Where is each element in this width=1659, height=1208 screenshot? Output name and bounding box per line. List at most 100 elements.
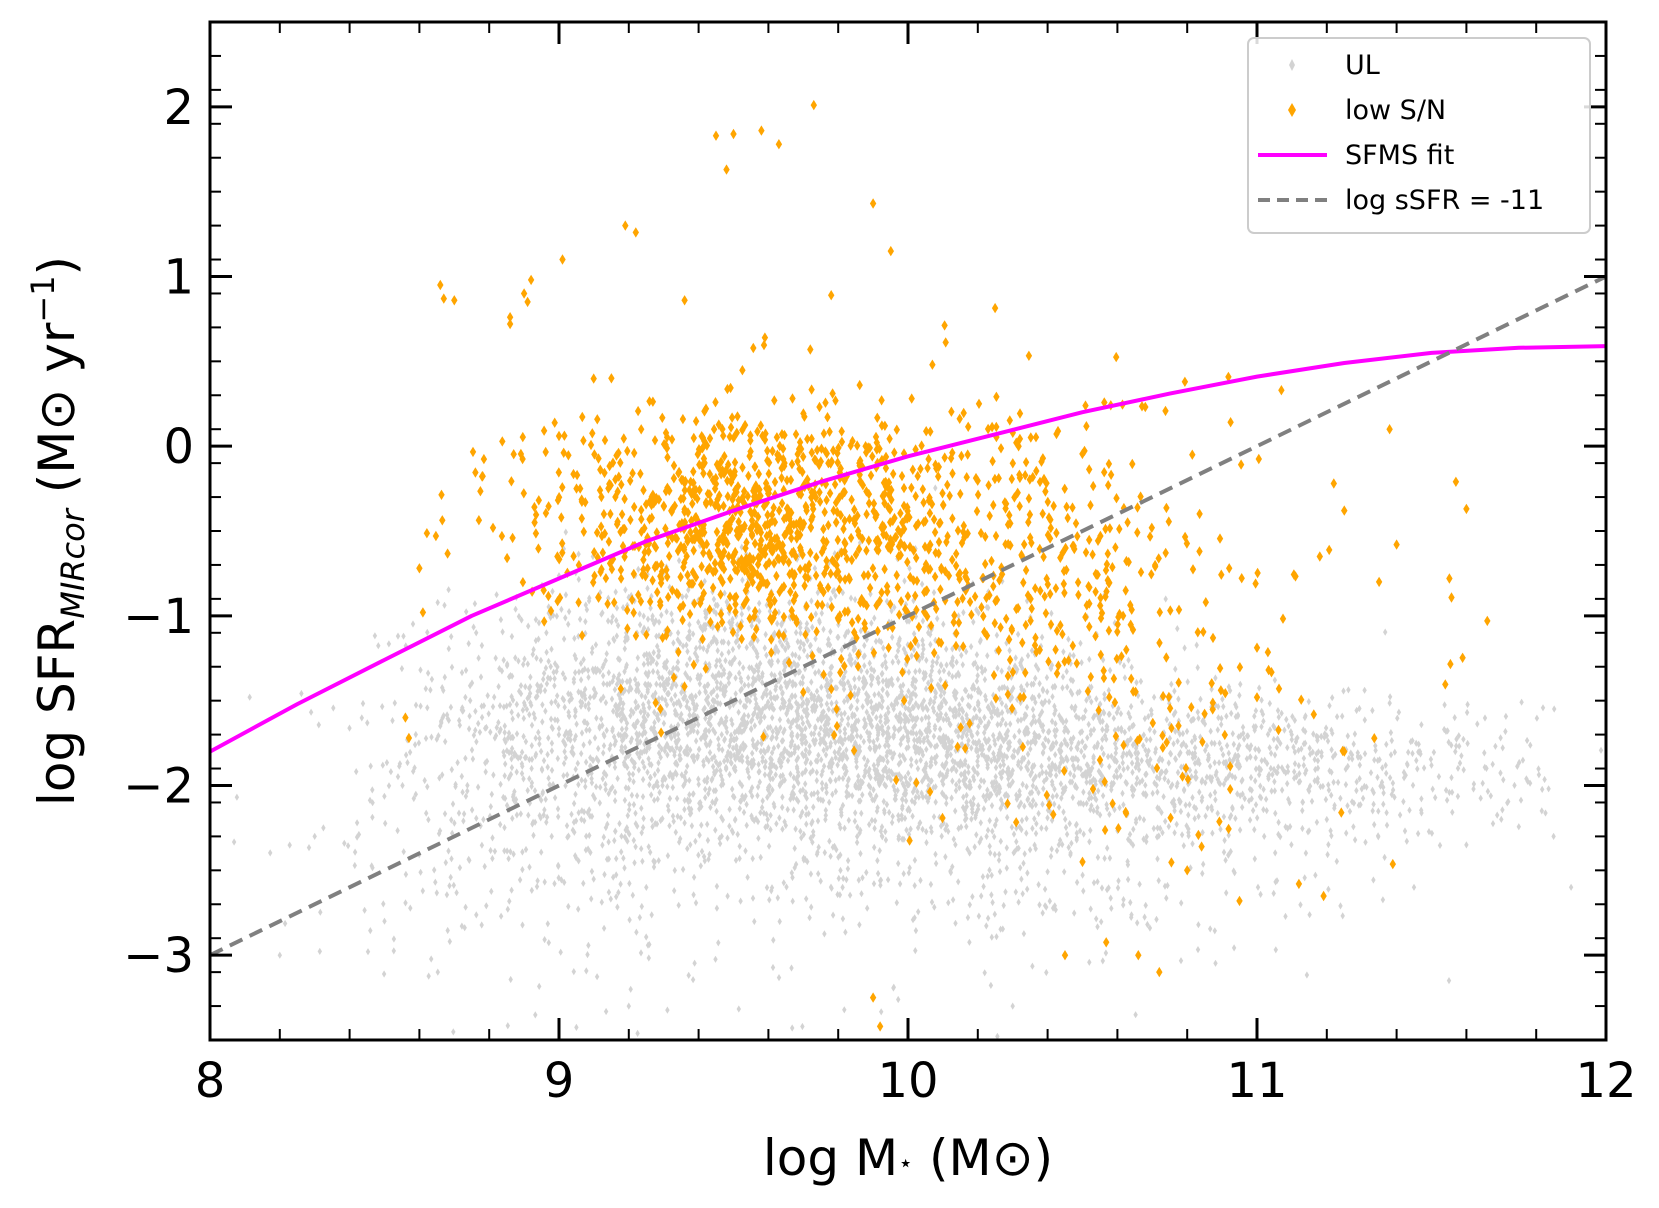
ul-point (1019, 758, 1024, 766)
ul-point (852, 596, 858, 604)
ul-point (1519, 698, 1524, 706)
ul-point (855, 823, 860, 831)
ul-point (435, 968, 440, 976)
ul-point (977, 783, 982, 791)
ul-point (563, 591, 569, 599)
ul-point (811, 736, 816, 745)
ul-point (529, 701, 534, 709)
ul-point (1018, 699, 1023, 707)
ul-point (905, 737, 911, 745)
ul-point (1066, 843, 1071, 851)
ul-point (501, 656, 506, 664)
ul-point (819, 609, 824, 617)
ul-point (698, 672, 703, 680)
ul-point (1200, 717, 1205, 725)
ul-point (1283, 912, 1288, 920)
ul-point (675, 629, 681, 637)
ul-point (1312, 755, 1317, 764)
ul-point (645, 615, 651, 623)
ul-point (463, 693, 468, 701)
ul-point (1349, 751, 1355, 759)
ul-point (840, 589, 845, 597)
ul-point (686, 804, 692, 812)
ul-point (828, 763, 834, 771)
low-sn-point (790, 595, 797, 606)
ul-point (787, 599, 792, 607)
ul-point (548, 781, 553, 789)
ul-point (864, 635, 869, 644)
ul-point (1274, 743, 1279, 751)
ul-point (525, 786, 530, 795)
ul-point (1020, 665, 1025, 673)
ul-point (951, 689, 957, 697)
ul-point (1164, 894, 1169, 902)
ul-point (576, 905, 581, 913)
ul-point (782, 776, 787, 784)
ul-point (728, 737, 733, 745)
ul-point (835, 761, 840, 769)
ul-point (928, 630, 933, 639)
ul-point (234, 793, 240, 801)
ul-point (780, 825, 785, 833)
ul-point (1237, 741, 1242, 750)
ul-point (1273, 809, 1278, 817)
ul-point (882, 781, 887, 789)
ul-point (728, 731, 734, 739)
ul-point (347, 724, 352, 732)
ul-point (376, 642, 381, 650)
ul-point (969, 732, 975, 740)
ul-point (1370, 706, 1375, 715)
ul-point (879, 723, 885, 731)
ul-point (1306, 698, 1311, 706)
ul-point (621, 735, 626, 743)
ul-point (1097, 811, 1103, 819)
ul-point (736, 1005, 741, 1013)
ul-point (1034, 820, 1039, 828)
ul-point (665, 680, 671, 688)
ul-point (643, 680, 648, 688)
ul-point (1009, 687, 1014, 695)
ul-point (1049, 816, 1055, 824)
ul-point (604, 680, 610, 688)
ul-point (925, 728, 930, 736)
ul-point (884, 752, 889, 760)
ul-point (599, 715, 604, 723)
ul-point (529, 755, 535, 763)
ul-point (1236, 752, 1241, 760)
ul-point (717, 685, 723, 693)
ul-point (345, 842, 351, 850)
ul-point (943, 740, 948, 748)
ul-point (501, 703, 507, 711)
ul-point (1390, 786, 1396, 794)
ul-point (857, 921, 862, 929)
ul-point (864, 668, 870, 676)
ul-point (687, 655, 692, 663)
ul-point (804, 712, 810, 720)
ul-point (1074, 836, 1079, 844)
ul-point (963, 811, 968, 819)
ul-point (660, 775, 666, 783)
ul-point (1319, 732, 1324, 740)
ul-point (1192, 759, 1198, 767)
ul-point (985, 786, 990, 794)
ul-point (1041, 777, 1047, 785)
ul-point (663, 662, 668, 670)
ul-point (1343, 781, 1349, 789)
ul-point (1129, 759, 1135, 767)
ul-point (1091, 726, 1097, 734)
ul-point (601, 661, 606, 669)
ul-point (448, 873, 453, 881)
ul-point (1112, 806, 1117, 814)
ul-point (436, 732, 441, 740)
ul-point (1465, 739, 1470, 748)
ul-point (1325, 851, 1330, 859)
ul-point (372, 632, 378, 640)
ul-point (627, 916, 632, 924)
ul-point (1498, 769, 1503, 777)
ul-point (1375, 832, 1381, 840)
ul-point (991, 731, 996, 740)
ul-point (761, 747, 766, 755)
ul-point (971, 794, 976, 803)
ul-point (614, 680, 620, 688)
ul-point (1534, 714, 1540, 722)
